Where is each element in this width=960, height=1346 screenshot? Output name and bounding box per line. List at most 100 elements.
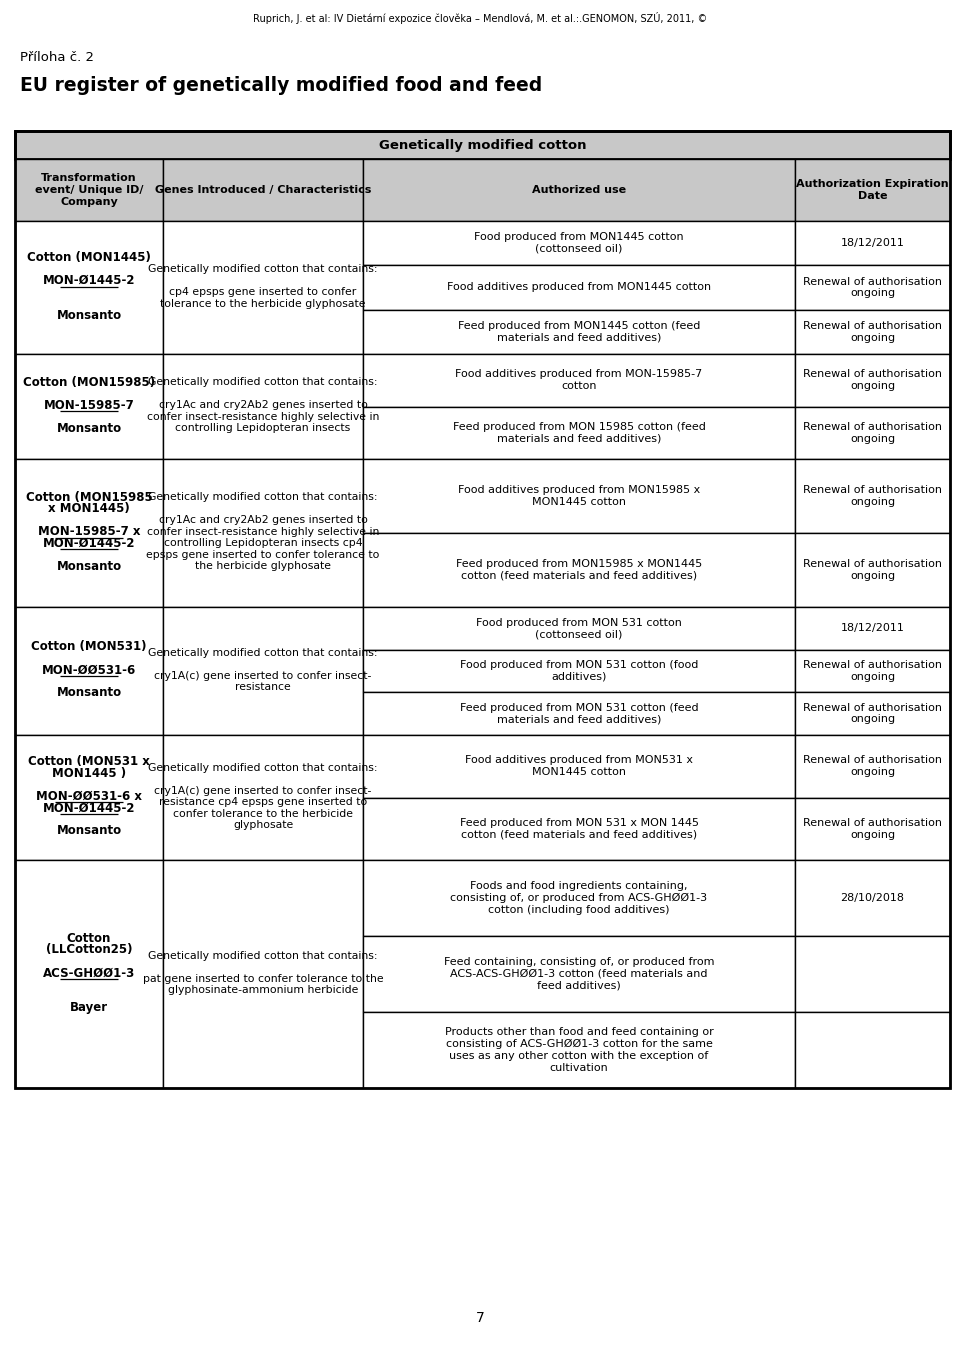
Text: Cotton (MON15985: Cotton (MON15985 xyxy=(26,491,153,503)
Bar xyxy=(795,860,950,935)
Text: Monsanto: Monsanto xyxy=(57,560,122,573)
Bar xyxy=(795,735,950,797)
Text: EU register of genetically modified food and feed: EU register of genetically modified food… xyxy=(20,75,542,96)
Text: Genetically modified cotton that contains:: Genetically modified cotton that contain… xyxy=(148,264,377,275)
Bar xyxy=(15,354,163,459)
Bar xyxy=(795,935,950,1012)
Text: ACS-GHØØ1-3: ACS-GHØØ1-3 xyxy=(43,966,135,980)
Text: Foods and food ingredients containing,
consisting of, or produced from ACS-GHØØ1: Foods and food ingredients containing, c… xyxy=(450,882,708,915)
Text: Genetically modified cotton that contains:: Genetically modified cotton that contain… xyxy=(148,763,377,773)
Bar xyxy=(795,533,950,607)
Text: Renewal of authorisation
ongoing: Renewal of authorisation ongoing xyxy=(803,369,942,392)
Bar xyxy=(163,607,363,735)
Text: Genetically modified cotton that contains:: Genetically modified cotton that contain… xyxy=(148,647,377,658)
Bar xyxy=(363,935,795,1012)
Text: Bayer: Bayer xyxy=(70,1001,108,1014)
Text: Feed produced from MON1445 cotton (feed
materials and feed additives): Feed produced from MON1445 cotton (feed … xyxy=(458,322,700,343)
Text: Cotton (MON1445): Cotton (MON1445) xyxy=(27,252,151,264)
Text: Příloha č. 2: Příloha č. 2 xyxy=(20,51,94,65)
Bar xyxy=(163,354,363,459)
Text: MON-ØØ531-6 x: MON-ØØ531-6 x xyxy=(36,790,142,802)
Bar xyxy=(15,131,950,159)
Text: controlling Lepidopteran insects: controlling Lepidopteran insects xyxy=(176,424,350,433)
Text: Transformation
event/ Unique ID/
Company: Transformation event/ Unique ID/ Company xyxy=(35,174,143,206)
Text: Monsanto: Monsanto xyxy=(57,824,122,837)
Bar xyxy=(795,354,950,406)
Text: 7: 7 xyxy=(475,1311,485,1324)
Text: 18/12/2011: 18/12/2011 xyxy=(841,623,904,634)
Text: Ruprich, J. et al: IV Dietární expozice člověka – Mendlová, M. et al.:.GENOMON, : Ruprich, J. et al: IV Dietární expozice … xyxy=(252,12,708,24)
Text: 18/12/2011: 18/12/2011 xyxy=(841,238,904,248)
Text: Renewal of authorisation
ongoing: Renewal of authorisation ongoing xyxy=(803,703,942,724)
Bar xyxy=(795,265,950,310)
Text: confer insect-resistance highly selective in: confer insect-resistance highly selectiv… xyxy=(147,412,379,421)
Bar xyxy=(795,692,950,735)
Bar xyxy=(363,1012,795,1088)
Text: confer tolerance to the herbicide: confer tolerance to the herbicide xyxy=(173,809,353,818)
Text: MON1445 ): MON1445 ) xyxy=(52,767,126,779)
Text: MON-ØØ531-6: MON-ØØ531-6 xyxy=(42,664,136,676)
Text: (LLCotton25): (LLCotton25) xyxy=(46,944,132,957)
Bar xyxy=(363,406,795,459)
Text: Food produced from MON 531 cotton (food
additives): Food produced from MON 531 cotton (food … xyxy=(460,660,698,682)
Bar xyxy=(795,159,950,221)
Bar xyxy=(363,159,795,221)
Bar xyxy=(795,406,950,459)
Text: Renewal of authorisation
ongoing: Renewal of authorisation ongoing xyxy=(803,277,942,299)
Text: the herbicide glyphosate: the herbicide glyphosate xyxy=(195,561,331,571)
Text: Genes Introduced / Characteristics: Genes Introduced / Characteristics xyxy=(155,184,372,195)
Bar xyxy=(15,607,163,735)
Text: Renewal of authorisation
ongoing: Renewal of authorisation ongoing xyxy=(803,421,942,444)
Text: Products other than food and feed containing or
consisting of ACS-GHØØ1-3 cotton: Products other than food and feed contai… xyxy=(444,1027,713,1073)
Text: glyphosinate-ammonium herbicide: glyphosinate-ammonium herbicide xyxy=(168,985,358,995)
Text: Genetically modified cotton: Genetically modified cotton xyxy=(379,139,587,152)
Bar xyxy=(163,860,363,1088)
Text: epsps gene inserted to confer tolerance to: epsps gene inserted to confer tolerance … xyxy=(146,551,380,560)
Text: Food additives produced from MON531 x
MON1445 cotton: Food additives produced from MON531 x MO… xyxy=(465,755,693,777)
Text: MON-Ø1445-2: MON-Ø1445-2 xyxy=(43,275,135,287)
Text: cry1A(c) gene inserted to confer insect-: cry1A(c) gene inserted to confer insect- xyxy=(155,786,372,795)
Bar xyxy=(363,797,795,860)
Text: cry1Ac and cry2Ab2 genes inserted to: cry1Ac and cry2Ab2 genes inserted to xyxy=(158,400,368,411)
Bar xyxy=(163,735,363,860)
Bar xyxy=(363,310,795,354)
Text: Food additives produced from MON1445 cotton: Food additives produced from MON1445 cot… xyxy=(447,283,711,292)
Bar xyxy=(15,159,163,221)
Bar xyxy=(795,607,950,650)
Text: Feed produced from MON 531 x MON 1445
cotton (feed materials and feed additives): Feed produced from MON 531 x MON 1445 co… xyxy=(460,818,699,840)
Text: cry1Ac and cry2Ab2 genes inserted to: cry1Ac and cry2Ab2 genes inserted to xyxy=(158,516,368,525)
Bar xyxy=(363,459,795,533)
Text: Renewal of authorisation
ongoing: Renewal of authorisation ongoing xyxy=(803,818,942,840)
Text: Cotton (MON15985): Cotton (MON15985) xyxy=(23,376,156,389)
Text: Cotton (MON531): Cotton (MON531) xyxy=(32,641,147,653)
Text: resistance: resistance xyxy=(235,682,291,692)
Bar xyxy=(15,459,163,607)
Bar xyxy=(163,221,363,354)
Bar xyxy=(795,1012,950,1088)
Text: cp4 epsps gene inserted to confer: cp4 epsps gene inserted to confer xyxy=(169,287,356,297)
Text: Food additives produced from MON-15985-7
cotton: Food additives produced from MON-15985-7… xyxy=(455,369,703,392)
Bar xyxy=(363,221,795,265)
Text: Cotton: Cotton xyxy=(67,931,111,945)
Bar xyxy=(363,265,795,310)
Text: pat gene inserted to confer tolerance to the: pat gene inserted to confer tolerance to… xyxy=(143,973,383,984)
Text: MON-15985-7 x: MON-15985-7 x xyxy=(37,525,140,538)
Text: Feed containing, consisting of, or produced from
ACS-ACS-GHØØ1-3 cotton (feed ma: Feed containing, consisting of, or produ… xyxy=(444,957,714,991)
Text: MON-15985-7: MON-15985-7 xyxy=(43,398,134,412)
Text: cry1A(c) gene inserted to confer insect-: cry1A(c) gene inserted to confer insect- xyxy=(155,670,372,681)
Text: Renewal of authorisation
ongoing: Renewal of authorisation ongoing xyxy=(803,660,942,682)
Text: Genetically modified cotton that contains:: Genetically modified cotton that contain… xyxy=(148,377,377,388)
Bar xyxy=(363,650,795,692)
Text: glyphosate: glyphosate xyxy=(233,820,293,830)
Text: Renewal of authorisation
ongoing: Renewal of authorisation ongoing xyxy=(803,755,942,777)
Bar xyxy=(795,310,950,354)
Bar xyxy=(363,860,795,935)
Text: Feed produced from MON15985 x MON1445
cotton (feed materials and feed additives): Feed produced from MON15985 x MON1445 co… xyxy=(456,559,702,581)
Bar xyxy=(795,797,950,860)
Bar xyxy=(15,131,950,1088)
Bar xyxy=(795,459,950,533)
Text: resistance cp4 epsps gene inserted to: resistance cp4 epsps gene inserted to xyxy=(158,797,367,808)
Bar xyxy=(163,459,363,607)
Text: Feed produced from MON 531 cotton (feed
materials and feed additives): Feed produced from MON 531 cotton (feed … xyxy=(460,703,698,724)
Text: x MON1445): x MON1445) xyxy=(48,502,130,516)
